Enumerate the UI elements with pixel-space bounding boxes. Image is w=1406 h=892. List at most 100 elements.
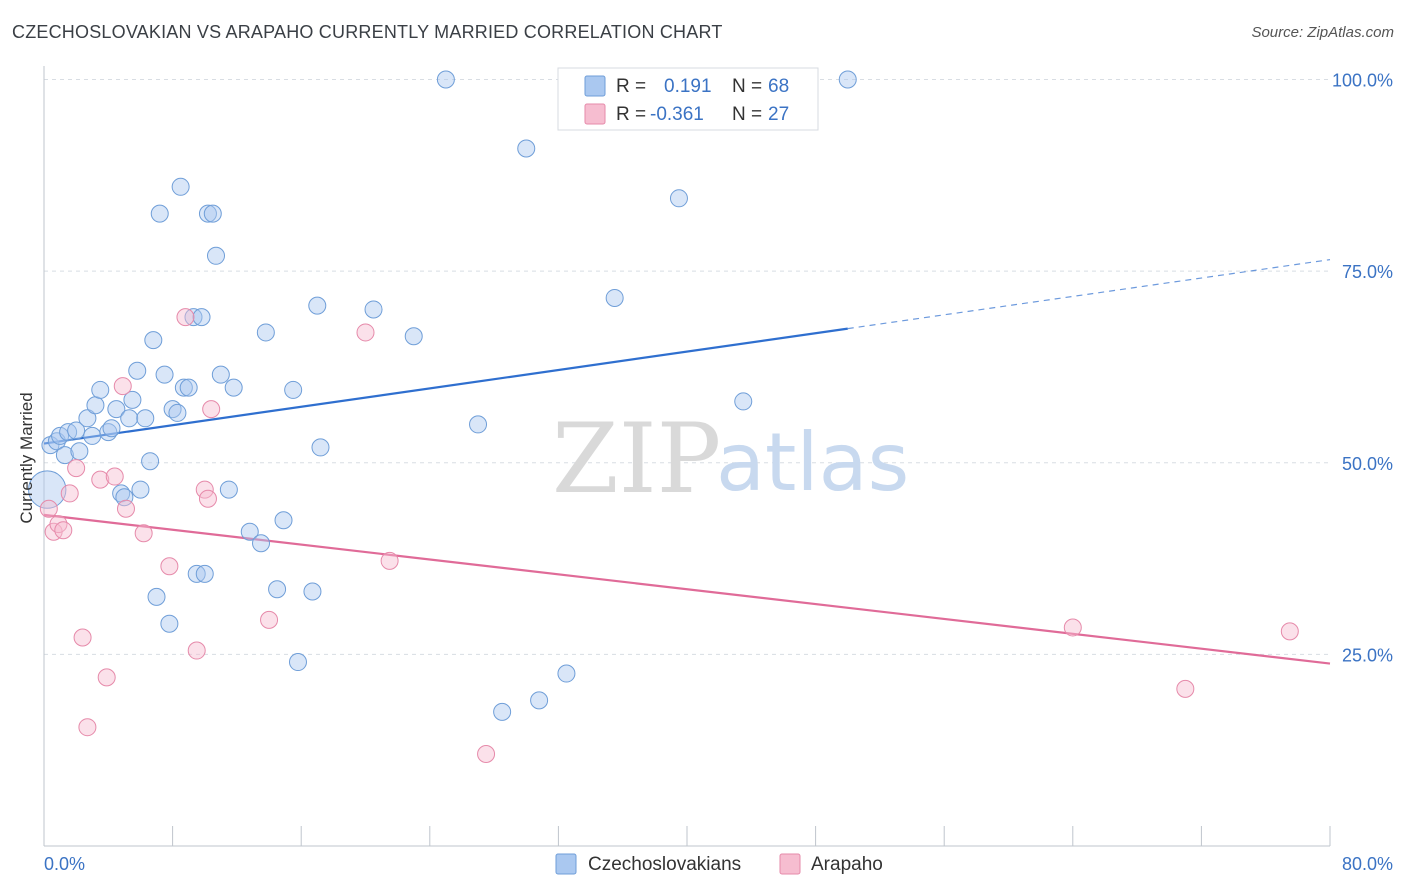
- point-czechoslovakians: [517, 139, 536, 158]
- legend-n-value: 68: [768, 76, 789, 97]
- point-czechoslovakians: [86, 396, 105, 415]
- point-czechoslovakians: [115, 488, 134, 507]
- point-arapaho: [105, 467, 124, 486]
- point-arapaho: [97, 668, 116, 687]
- point-czechoslovakians: [530, 691, 549, 710]
- point-czechoslovakians: [224, 378, 243, 397]
- point-czechoslovakians: [436, 70, 455, 89]
- point-arapaho: [60, 484, 79, 503]
- point-czechoslovakians: [67, 421, 86, 440]
- legend-n-value: 27: [768, 104, 789, 125]
- point-czechoslovakians: [155, 365, 174, 384]
- gridlines: [44, 79, 1330, 655]
- trendline-czechoslovakians: [43, 327, 848, 445]
- point-czechoslovakians: [198, 204, 217, 223]
- watermark-atlas: atlas: [716, 416, 909, 509]
- point-arapaho: [198, 489, 217, 508]
- point-czechoslovakians: [493, 702, 512, 721]
- point-czechoslovakians: [28, 470, 67, 509]
- point-czechoslovakians: [160, 614, 179, 633]
- point-czechoslovakians: [147, 587, 166, 606]
- legend-r-label: R =: [616, 76, 646, 97]
- point-czechoslovakians: [308, 296, 327, 315]
- point-arapaho: [116, 499, 135, 518]
- point-arapaho: [78, 718, 97, 737]
- point-czechoslovakians: [195, 564, 214, 583]
- point-arapaho: [1280, 622, 1299, 641]
- trendline-arapaho: [43, 513, 1331, 665]
- y-axis-title: Currently Married: [17, 392, 36, 523]
- legend-swatch-pink: [584, 103, 606, 125]
- point-czechoslovakians: [605, 288, 624, 307]
- point-czechoslovakians: [83, 426, 102, 445]
- legend-top: R = 0.191 N = 68 R = -0.361 N = 27: [557, 67, 819, 131]
- point-arapaho: [113, 377, 132, 396]
- x-tick-label: 0.0%: [44, 854, 85, 874]
- point-czechoslovakians: [128, 361, 147, 380]
- point-czechoslovakians: [203, 204, 222, 223]
- point-czechoslovakians: [179, 378, 198, 397]
- x-tick-labels: 0.0% 80.0%: [44, 854, 1393, 874]
- y-tick-label: 25.0%: [1342, 645, 1393, 665]
- y-tick-label: 100.0%: [1332, 71, 1393, 91]
- chart-title: CZECHOSLOVAKIAN VS ARAPAHO CURRENTLY MAR…: [12, 22, 723, 42]
- legend-r-value: -0.361: [650, 104, 704, 125]
- point-czechoslovakians: [107, 400, 126, 419]
- point-czechoslovakians: [364, 300, 383, 319]
- trendlines: [43, 259, 1331, 665]
- point-czechoslovakians: [102, 419, 121, 438]
- point-czechoslovakians: [838, 70, 857, 89]
- y-tick-label: 75.0%: [1342, 262, 1393, 282]
- point-arapaho: [477, 745, 496, 764]
- point-czechoslovakians: [123, 390, 142, 409]
- point-arapaho: [260, 610, 279, 629]
- point-arapaho: [49, 515, 68, 534]
- point-czechoslovakians: [303, 582, 322, 601]
- point-czechoslovakians: [78, 409, 97, 428]
- point-czechoslovakians: [55, 446, 74, 465]
- point-czechoslovakians: [252, 534, 271, 553]
- point-czechoslovakians: [268, 580, 287, 599]
- point-czechoslovakians: [136, 409, 155, 428]
- legend-swatch-czechoslovakians: [555, 853, 577, 875]
- point-czechoslovakians: [211, 365, 230, 384]
- point-arapaho: [67, 459, 86, 478]
- point-arapaho: [187, 641, 206, 660]
- point-czechoslovakians: [284, 380, 303, 399]
- legend-r-value: 0.191: [664, 76, 712, 97]
- point-czechoslovakians: [141, 452, 160, 471]
- source-label: Source: ZipAtlas.com: [1251, 24, 1394, 41]
- trendline-czechoslovakians-extension: [847, 259, 1331, 330]
- point-arapaho: [73, 628, 92, 647]
- point-arapaho: [356, 323, 375, 342]
- point-czechoslovakians: [404, 327, 423, 346]
- legend-swatch-blue: [584, 75, 606, 97]
- point-czechoslovakians: [469, 415, 488, 434]
- point-arapaho: [202, 400, 221, 419]
- legend-label-czechoslovakians: Czechoslovakians: [588, 854, 741, 875]
- axes: [43, 66, 1331, 847]
- legend-r-label: R =: [616, 104, 646, 125]
- point-czechoslovakians: [288, 653, 307, 672]
- point-czechoslovakians: [311, 438, 330, 457]
- point-czechoslovakians: [669, 189, 688, 208]
- point-czechoslovakians: [192, 308, 211, 327]
- point-arapaho: [160, 557, 179, 576]
- point-czechoslovakians: [207, 246, 226, 265]
- y-tick-labels: 25.0% 50.0% 75.0% 100.0%: [1332, 71, 1393, 666]
- point-arapaho: [54, 521, 73, 540]
- legend-n-label: N =: [732, 104, 762, 125]
- legend-n-label: N =: [732, 76, 762, 97]
- point-arapaho: [91, 470, 110, 489]
- point-czechoslovakians: [150, 204, 169, 223]
- point-czechoslovakians: [144, 331, 163, 350]
- point-arapaho: [134, 524, 153, 543]
- point-czechoslovakians: [256, 323, 275, 342]
- point-arapaho: [1063, 618, 1082, 637]
- point-arapaho: [380, 551, 399, 570]
- data-points: [28, 70, 1299, 764]
- legend-label-arapaho: Arapaho: [811, 854, 883, 875]
- y-tick-label: 50.0%: [1342, 454, 1393, 474]
- point-czechoslovakians: [70, 442, 89, 461]
